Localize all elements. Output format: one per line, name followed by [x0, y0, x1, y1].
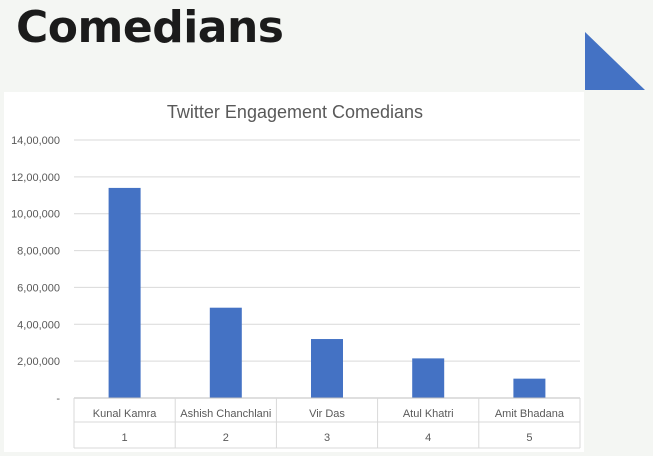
- bar: [513, 378, 546, 398]
- y-tick-label: 4,00,000: [17, 319, 60, 331]
- y-tick-label: 10,00,000: [11, 209, 60, 221]
- corner-accent-triangle: [585, 32, 645, 90]
- y-axis: - 2,00,000 4,00,000 6,00,000 8,00,000 10,00,0…: [11, 135, 60, 405]
- x-index-label: 5: [526, 432, 532, 444]
- x-index-label: 1: [122, 432, 128, 444]
- x-tick-label: Ashish Chanchlani: [180, 408, 271, 420]
- bar: [209, 307, 242, 398]
- chart-panel: Twitter Engagement Comedians - 2,00,000 4,…: [4, 92, 584, 452]
- x-tick-label: Kunal Kamra: [93, 408, 157, 420]
- x-index-label: 2: [223, 432, 229, 444]
- slide-title: Comedians: [16, 2, 284, 53]
- y-tick-label: -: [56, 393, 60, 405]
- y-tick-label: 6,00,000: [17, 282, 60, 294]
- x-index-label: 4: [425, 432, 431, 444]
- bar-chart: Twitter Engagement Comedians - 2,00,000 4,…: [11, 102, 581, 449]
- x-index-label: 3: [324, 432, 330, 444]
- x-tick-label: Vir Das: [309, 408, 345, 420]
- y-tick-label: 12,00,000: [11, 172, 60, 184]
- y-tick-label: 8,00,000: [17, 246, 60, 258]
- bar: [108, 187, 141, 398]
- x-tick-label: Atul Khatri: [403, 408, 454, 420]
- bar: [311, 339, 343, 398]
- chart-gridlines: [74, 139, 580, 362]
- bar: [412, 358, 445, 398]
- chart-title: Twitter Engagement Comedians: [167, 102, 423, 122]
- y-tick-label: 14,00,000: [11, 135, 60, 147]
- y-tick-label: 2,00,000: [17, 356, 60, 368]
- x-axis: Kunal Kamra 1 Ashish Chanchlani 2 Vir Das 3 At…: [73, 397, 581, 449]
- x-tick-label: Amit Bhadana: [495, 408, 565, 420]
- chart-bars: [108, 187, 546, 398]
